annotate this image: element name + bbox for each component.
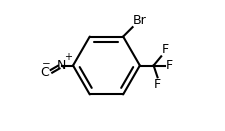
Text: F: F [165,59,172,72]
Text: F: F [153,78,160,91]
Text: Br: Br [132,14,146,27]
Text: +: + [64,52,72,62]
Text: C: C [40,66,48,79]
Text: F: F [161,43,168,56]
Text: −: − [42,59,50,69]
Text: N: N [56,59,66,72]
